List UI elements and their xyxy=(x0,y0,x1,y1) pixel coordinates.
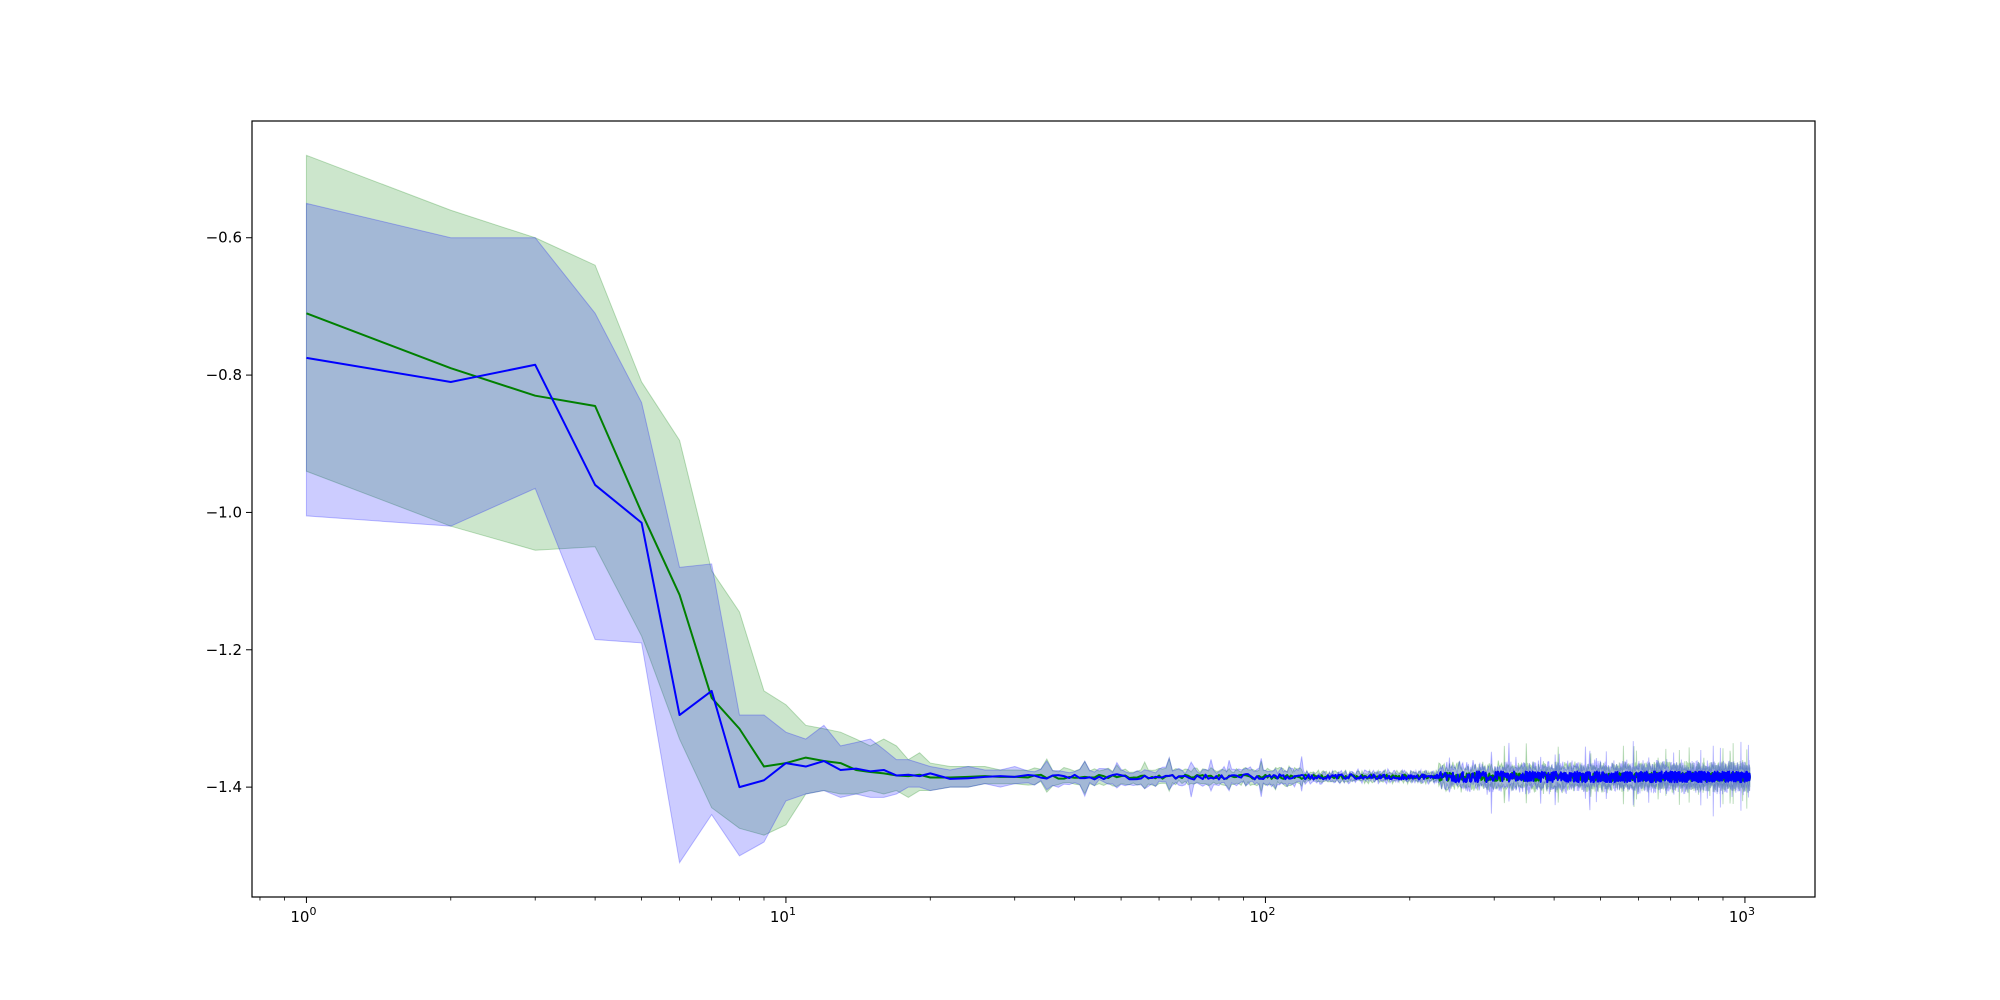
y-tick-label: −1.4 xyxy=(206,778,242,796)
series-2-line xyxy=(306,356,1751,789)
y-tick-label: −1.2 xyxy=(206,641,242,659)
y-tick-label: −0.6 xyxy=(206,229,242,247)
y-tick-label: −0.8 xyxy=(206,366,242,384)
series-1-band xyxy=(305,154,1751,836)
axes-frame xyxy=(251,120,1816,898)
plot-area xyxy=(305,154,1751,864)
y-tick-label: −1.0 xyxy=(206,503,242,521)
